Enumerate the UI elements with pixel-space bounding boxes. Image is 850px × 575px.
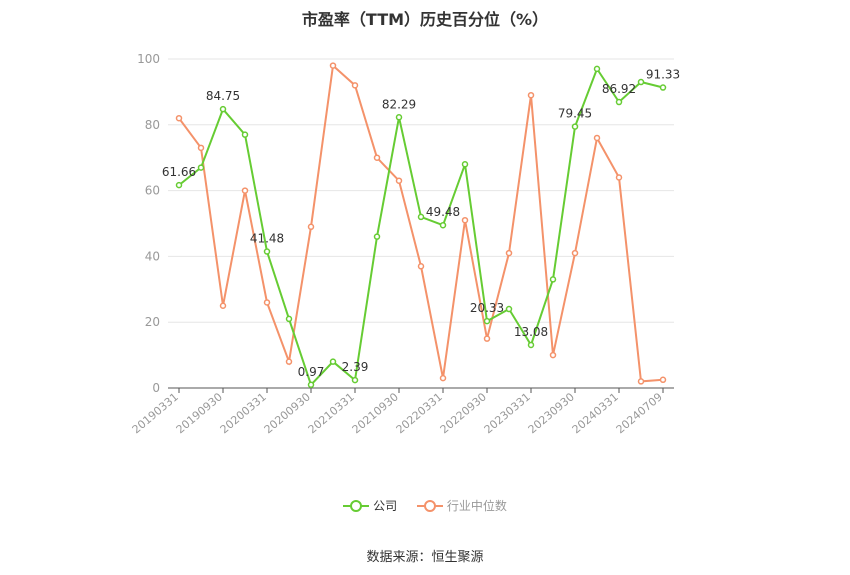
data-point-industry bbox=[197, 144, 205, 152]
data-point-industry bbox=[527, 91, 535, 99]
x-tick-label: 20220930 bbox=[438, 390, 489, 436]
x-tick-label: 20200930 bbox=[262, 390, 313, 436]
data-label: 41.48 bbox=[250, 232, 284, 246]
chart-title: 市盈率（TTM）历史百分位（%） bbox=[301, 10, 549, 29]
data-point-company bbox=[175, 181, 183, 189]
data-point-industry bbox=[637, 378, 645, 385]
data-point-industry bbox=[373, 154, 381, 161]
data-point-company bbox=[615, 98, 623, 106]
data-point-company bbox=[417, 213, 425, 221]
legend-item-company[interactable]: 公司 bbox=[343, 497, 397, 514]
data-source: 数据来源：恒生聚源 bbox=[366, 550, 484, 565]
data-point-company bbox=[593, 65, 601, 73]
legend-label-industry: 行业中位数 bbox=[446, 499, 507, 513]
data-label: 2.39 bbox=[342, 360, 369, 374]
data-point-industry bbox=[461, 216, 469, 224]
data-point-company bbox=[197, 164, 205, 171]
x-tick-label: 20220331 bbox=[394, 390, 445, 436]
chart-plot: 0 20 40 60 80 100 2019033120190930202003312020… bbox=[130, 52, 681, 436]
data-point-company bbox=[241, 131, 249, 138]
data-point-industry bbox=[307, 223, 315, 231]
legend: 公司 行业中位数 bbox=[0, 497, 850, 516]
data-point-industry bbox=[505, 249, 513, 257]
y-tick-label: 20 bbox=[145, 315, 160, 329]
data-point-industry bbox=[659, 376, 667, 384]
data-point-industry bbox=[439, 374, 447, 382]
data-point-company bbox=[483, 317, 491, 325]
legend-marker-industry bbox=[416, 499, 443, 512]
data-point-industry bbox=[615, 174, 623, 181]
data-point-industry bbox=[417, 263, 425, 270]
data-point-industry bbox=[175, 114, 183, 122]
x-tick-label: 20230331 bbox=[482, 390, 533, 436]
data-point-industry bbox=[351, 82, 359, 89]
data-point-industry bbox=[593, 134, 601, 142]
data-point-company bbox=[571, 123, 579, 130]
data-point-company bbox=[219, 105, 227, 113]
data-point-company bbox=[637, 78, 645, 86]
data-label: 91.33 bbox=[646, 68, 680, 82]
data-point-company bbox=[527, 341, 535, 349]
data-point-company bbox=[263, 248, 271, 255]
data-point-company bbox=[549, 276, 557, 283]
x-tick-label: 20240331 bbox=[570, 390, 621, 436]
data-point-company bbox=[307, 381, 315, 389]
data-point-company bbox=[659, 84, 667, 91]
data-label: 20.33 bbox=[470, 301, 504, 315]
data-label: 49.48 bbox=[426, 205, 460, 219]
data-point-company bbox=[439, 221, 447, 229]
x-tick-label: 20240709 bbox=[614, 390, 665, 436]
data-point-company bbox=[505, 305, 513, 313]
legend-label-company: 公司 bbox=[373, 499, 398, 513]
legend-marker-company bbox=[343, 499, 370, 512]
x-tick-label: 20210331 bbox=[306, 390, 357, 436]
data-point-industry bbox=[549, 351, 557, 359]
data-point-industry bbox=[483, 335, 491, 342]
x-tick-label: 20210930 bbox=[350, 390, 401, 436]
data-point-industry bbox=[241, 187, 249, 194]
x-tick-label: 20200331 bbox=[218, 390, 269, 436]
data-point-industry bbox=[571, 249, 579, 257]
data-label: 86.92 bbox=[602, 82, 636, 96]
data-point-industry bbox=[329, 62, 337, 69]
data-label: 82.29 bbox=[382, 97, 416, 111]
data-label: 13.08 bbox=[514, 325, 548, 339]
x-tick-label: 20230930 bbox=[526, 390, 577, 436]
y-tick-label: 40 bbox=[145, 249, 160, 263]
data-point-industry bbox=[263, 299, 271, 306]
y-tick-label: 0 bbox=[152, 381, 160, 395]
data-point-industry bbox=[219, 302, 227, 309]
data-label: 84.75 bbox=[206, 89, 240, 103]
data-label: 0.97 bbox=[298, 365, 325, 379]
data-point-company bbox=[373, 233, 381, 240]
data-point-industry bbox=[285, 358, 293, 365]
legend-item-industry[interactable]: 行业中位数 bbox=[416, 497, 507, 514]
y-tick-label: 60 bbox=[145, 184, 160, 198]
x-tick-label: 20190930 bbox=[174, 390, 225, 436]
data-point-company bbox=[395, 114, 403, 121]
data-point-company bbox=[329, 358, 337, 365]
data-point-company bbox=[285, 315, 293, 323]
data-point-industry bbox=[395, 177, 403, 184]
data-label: 79.45 bbox=[558, 107, 592, 121]
data-label: 61.66 bbox=[162, 165, 196, 179]
y-tick-label: 100 bbox=[137, 52, 160, 66]
y-tick-label: 80 bbox=[145, 118, 160, 132]
data-point-company bbox=[461, 161, 469, 168]
data-point-company bbox=[351, 376, 359, 384]
x-tick-label: 20190331 bbox=[130, 390, 181, 436]
